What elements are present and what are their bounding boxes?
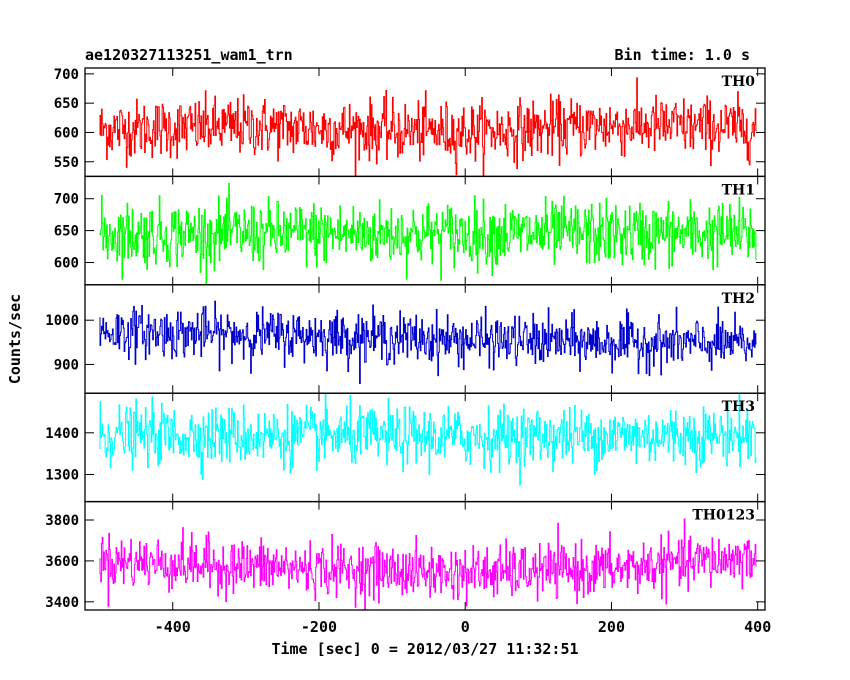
panel-frame-th0123: [84, 500, 766, 611]
x-axis-label: Time [sec] 0 = 2012/03/27 11:32:51: [271, 640, 578, 658]
ytick-label-th3: 1400: [45, 426, 79, 442]
ytick-label-th0: 700: [54, 67, 79, 83]
series-th0: [99, 77, 757, 177]
series-th0123: [99, 518, 757, 611]
chart-title: ae120327113251_wam1_trn: [85, 46, 293, 64]
ytick-label-th3: 1300: [45, 468, 79, 484]
ytick-label-th2: 1000: [45, 313, 79, 329]
ytick-label-th0123: 3600: [45, 554, 79, 570]
panel-label-th0123: TH0123: [692, 508, 755, 524]
ytick-label-th1: 650: [54, 224, 79, 240]
ytick-label-th1: 700: [54, 192, 79, 208]
ytick-label-th0: 550: [54, 155, 79, 171]
panel-label-th2: TH2: [722, 291, 755, 307]
xtick-label: 200: [598, 618, 625, 636]
bin-time-label: Bin time: 1.0 s: [614, 46, 750, 64]
ytick-label-th0: 600: [54, 125, 79, 141]
y-axis-label: Counts/sec: [6, 294, 24, 384]
ytick-label-th0123: 3800: [45, 513, 79, 529]
xtick-label: 0: [461, 618, 470, 636]
xtick-label: -400: [155, 618, 191, 636]
panel-label-th1: TH1: [722, 182, 755, 198]
ytick-label-th0123: 3400: [45, 595, 79, 611]
panel-label-th0: TH0: [722, 74, 756, 90]
ytick-label-th1: 600: [54, 255, 79, 271]
series-th2: [99, 300, 757, 384]
xtick-label: -200: [301, 618, 337, 636]
series-th3: [99, 393, 757, 486]
xtick-label: 400: [744, 618, 771, 636]
ytick-label-th2: 900: [54, 357, 79, 373]
ytick-label-th0: 650: [54, 96, 79, 112]
panel-label-th3: TH3: [722, 399, 755, 415]
series-th1: [99, 182, 757, 285]
